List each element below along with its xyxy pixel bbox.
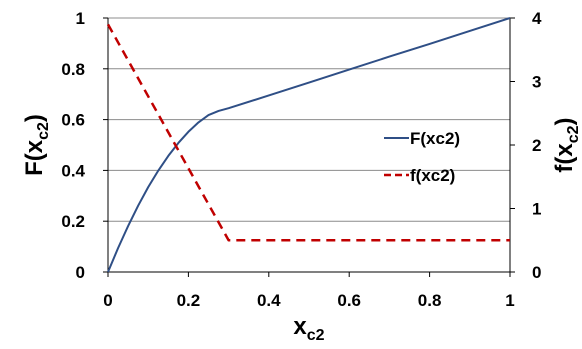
x-axis-title: xc2 bbox=[293, 313, 324, 344]
y-left-axis-title: F(xc2) bbox=[21, 114, 52, 176]
x-tick-label: 0.6 bbox=[337, 291, 361, 310]
x-tick-label: 0 bbox=[103, 291, 112, 310]
y-right-tick-label: 2 bbox=[532, 136, 541, 155]
y-left-tick-label: 0 bbox=[76, 263, 85, 282]
y-left-tick-label: 0.6 bbox=[61, 111, 85, 130]
series-line-F bbox=[107, 17, 511, 273]
y-left-tick-label: 0.8 bbox=[61, 60, 85, 79]
series-line-f bbox=[106, 23, 510, 242]
y-left-tick-label: 0.4 bbox=[61, 161, 85, 180]
x-tick-label: 1 bbox=[505, 291, 514, 310]
y-right-tick-label: 4 bbox=[532, 9, 542, 28]
x-tick-label: 0.4 bbox=[257, 291, 281, 310]
y-right-tick-label: 3 bbox=[532, 73, 541, 92]
x-tick-label: 0.2 bbox=[177, 291, 201, 310]
y-right-axis-title: f(xc2) bbox=[551, 117, 582, 172]
y-left-tick-label: 0.2 bbox=[61, 212, 85, 231]
y-left-tick-label: 1 bbox=[76, 9, 85, 28]
x-tick-label: 0.8 bbox=[418, 291, 442, 310]
legend-label: F(xc2) bbox=[410, 129, 460, 148]
y-right-tick-label: 1 bbox=[532, 200, 541, 219]
y-right-tick-label: 0 bbox=[532, 263, 541, 282]
legend-label: f(xc2) bbox=[410, 166, 455, 185]
